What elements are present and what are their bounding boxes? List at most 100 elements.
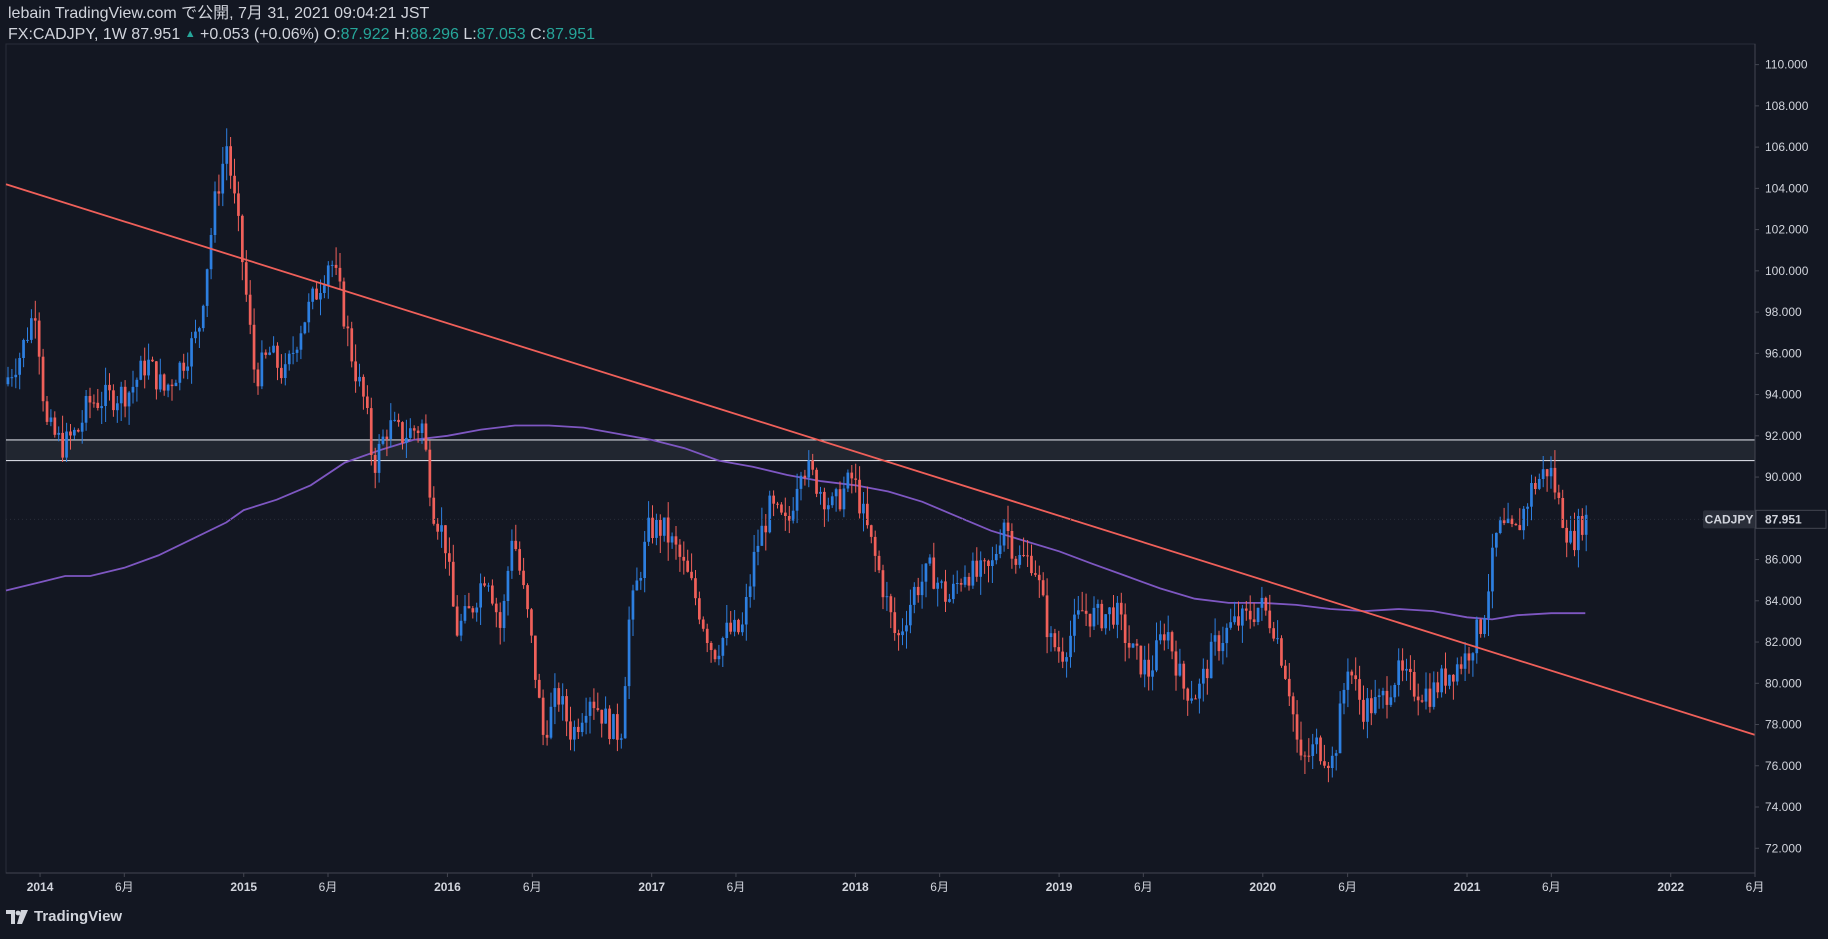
candle	[1471, 652, 1475, 677]
symbol-tag-label: CADJPY	[1705, 512, 1754, 526]
candle-body	[846, 472, 850, 489]
candle-body	[1170, 632, 1174, 652]
candle	[944, 569, 947, 612]
candle-body	[932, 557, 936, 589]
candle	[1569, 515, 1572, 545]
candle	[84, 390, 88, 431]
candle-body	[721, 638, 725, 656]
candle-body	[1389, 697, 1393, 705]
candle-body	[1037, 574, 1041, 581]
candle-body	[22, 340, 25, 358]
high-value: 88.296	[409, 26, 459, 43]
candle-body	[1448, 674, 1451, 686]
candle	[1034, 560, 1037, 577]
candle-body	[561, 696, 564, 705]
candle-body	[940, 581, 943, 583]
candle	[1541, 456, 1545, 488]
candle	[409, 418, 412, 439]
candle-body	[1366, 698, 1369, 722]
candle-body	[229, 146, 232, 176]
candle	[14, 358, 18, 389]
candle-body	[268, 352, 271, 355]
candle	[1248, 595, 1252, 629]
candle	[369, 397, 373, 466]
candle	[244, 250, 248, 302]
candle	[377, 434, 381, 483]
candle	[553, 673, 557, 725]
time-tick-label: 2018	[842, 880, 869, 894]
price-axis[interactable]: 110.000 108.000 106.000 104.000 102.000 100.0…	[1755, 58, 1809, 856]
candle-body	[955, 583, 959, 584]
time-tick-label: 6月	[727, 880, 746, 894]
candle-body	[619, 738, 623, 740]
tradingview-brand[interactable]: TradingView	[6, 908, 122, 925]
candle	[959, 578, 963, 592]
candle-body	[61, 432, 64, 458]
trendline-layer[interactable]	[5, 183, 1756, 736]
candle-body	[1280, 638, 1283, 666]
candle-body	[1569, 530, 1572, 543]
brand-name: TradingView	[34, 908, 123, 925]
candle	[827, 497, 830, 522]
candle-body	[1127, 643, 1131, 648]
candle	[1280, 635, 1283, 668]
candle-body	[1455, 664, 1459, 682]
candle-body	[26, 339, 29, 341]
candle-body	[1260, 597, 1264, 608]
candle	[635, 567, 639, 591]
candle-body	[1545, 469, 1549, 477]
candle	[659, 514, 662, 553]
candle	[1409, 655, 1412, 691]
candle-body	[627, 619, 631, 687]
candle-body	[885, 596, 889, 598]
candle	[1534, 476, 1537, 495]
candle	[530, 608, 533, 643]
candle	[334, 247, 338, 275]
candle-body	[412, 428, 416, 431]
candle	[963, 565, 967, 588]
candle-body	[1510, 518, 1514, 524]
candle	[569, 706, 572, 751]
moving-average-line	[5, 424, 1586, 621]
candle	[705, 623, 709, 653]
candle-body	[483, 583, 486, 586]
candle-body	[248, 294, 252, 325]
candle	[1104, 614, 1107, 635]
candle	[1037, 565, 1041, 598]
candle-body	[311, 288, 314, 302]
candle	[1065, 652, 1068, 678]
candle-body	[276, 345, 279, 368]
candle	[1354, 657, 1357, 691]
candle-body	[1284, 665, 1287, 679]
candle	[514, 524, 518, 552]
price-tick-label: 80.000	[1765, 676, 1802, 690]
candle-body	[37, 320, 41, 357]
candle	[198, 326, 201, 348]
candle-body	[455, 606, 459, 636]
candle-body	[830, 496, 834, 506]
candle	[436, 518, 439, 540]
candle	[873, 530, 877, 572]
time-axis[interactable]: 2014 6月 2015 6月 2016 6月 2017 6月 2018 6月 2019 6月 2020…	[27, 873, 1765, 894]
candle	[155, 361, 158, 400]
candle-body	[104, 384, 107, 406]
candle	[1127, 625, 1131, 659]
candle	[916, 577, 920, 603]
candle-body	[209, 235, 213, 270]
candle	[201, 304, 205, 332]
candle	[1026, 540, 1029, 567]
candle-body	[994, 554, 998, 561]
candle-body	[1475, 619, 1479, 654]
candle	[952, 574, 955, 604]
candle	[385, 429, 389, 457]
up-arrow-icon: ▲	[184, 28, 196, 40]
candle	[381, 429, 385, 446]
candle-body	[389, 420, 393, 439]
candle-body	[635, 580, 639, 591]
candle-body	[1471, 653, 1475, 661]
candle-body	[1303, 755, 1307, 757]
candle-body	[827, 505, 830, 510]
candle-body	[815, 469, 818, 494]
candle-body	[358, 376, 361, 382]
